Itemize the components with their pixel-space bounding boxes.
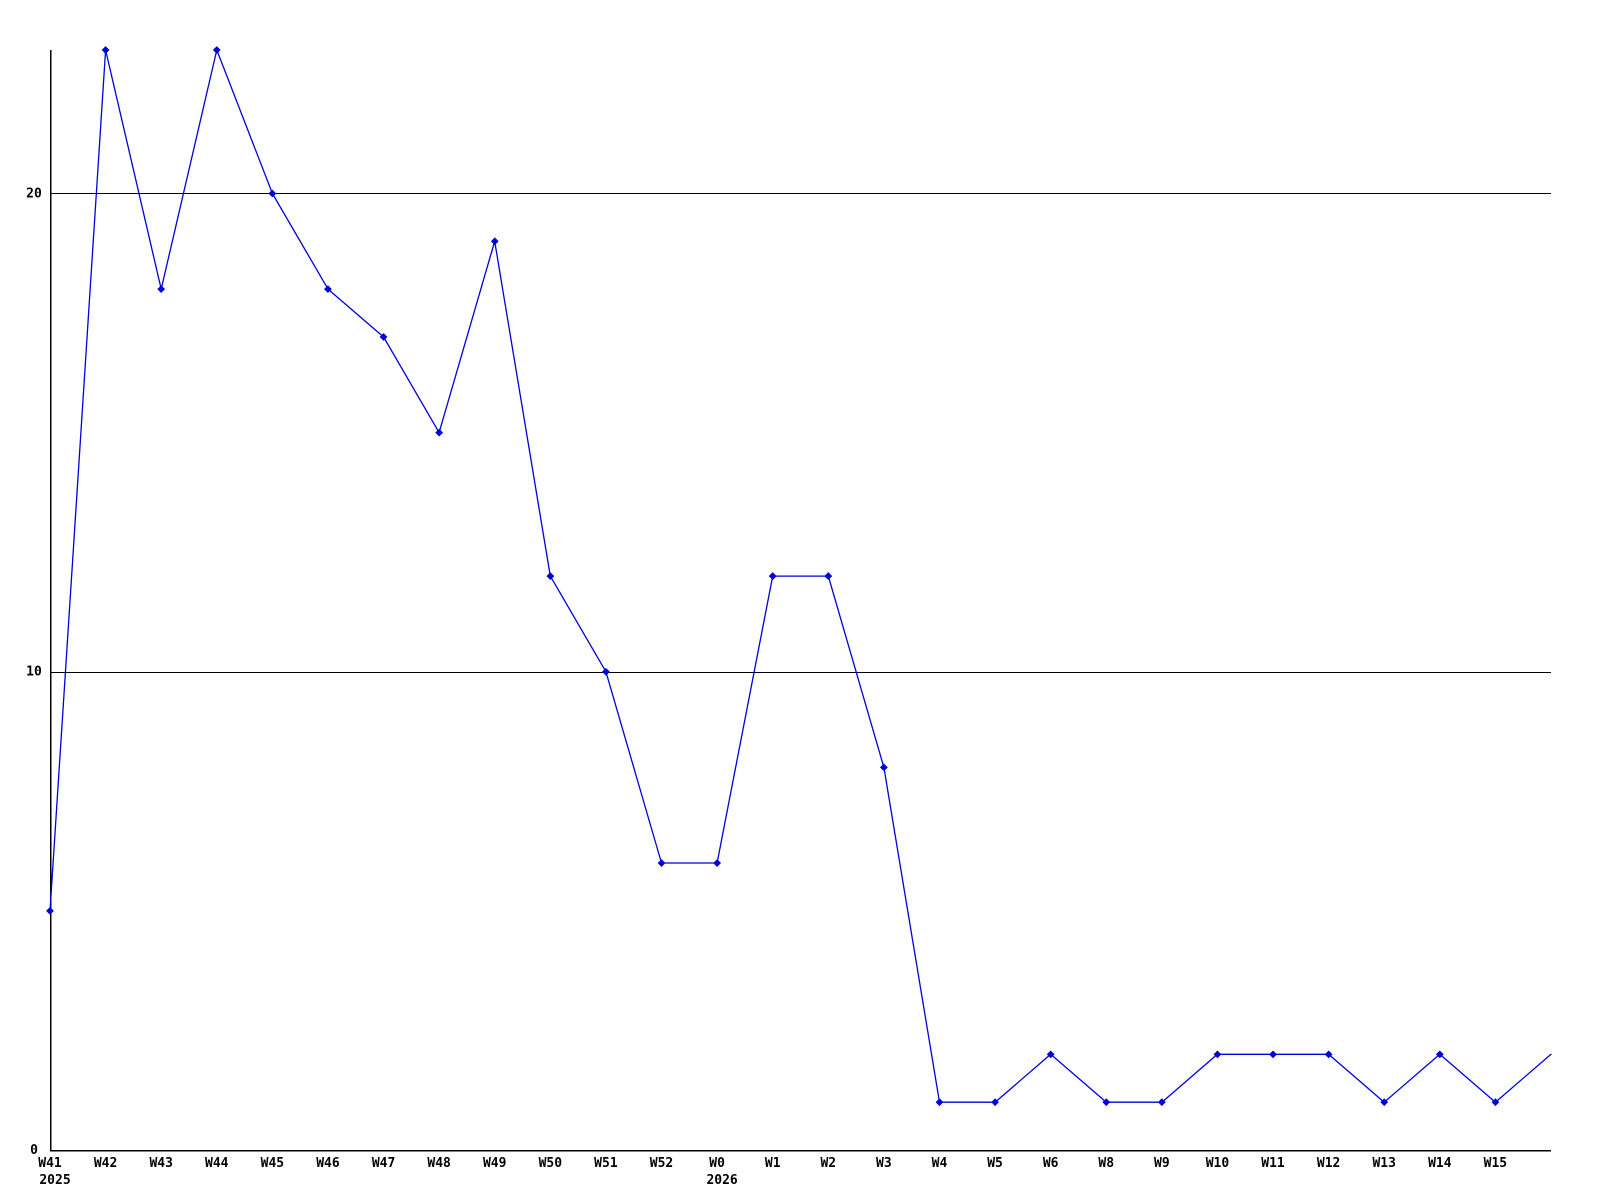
data-point-marker [379, 333, 388, 341]
data-point-marker [713, 859, 722, 867]
x-tick-label: W52 [650, 1156, 673, 1171]
x-tick-label: W43 [149, 1156, 172, 1171]
x-tick-label: W11 [1261, 1156, 1285, 1171]
data-point-marker [879, 763, 888, 772]
x-tick-label: W41 [38, 1156, 62, 1171]
x-tick-label: W12 [1317, 1156, 1340, 1171]
data-point-marker [991, 1098, 999, 1107]
data-point-marker [768, 572, 777, 580]
x-axis-year-label: 2026 [706, 1173, 737, 1188]
data-point-marker [435, 428, 444, 437]
data-point-marker [1269, 1050, 1277, 1059]
data-point-marker [46, 906, 54, 915]
data-point-marker [1324, 1050, 1333, 1059]
data-point-marker [268, 189, 277, 198]
x-tick-label: W2 [820, 1156, 836, 1171]
x-tick-label: W3 [876, 1156, 892, 1171]
x-tick-label: W49 [483, 1156, 506, 1171]
x-tick-label: W10 [1206, 1156, 1230, 1171]
data-point-marker [824, 572, 833, 580]
x-tick-label: W14 [1428, 1156, 1452, 1171]
data-point-marker [1380, 1098, 1389, 1107]
x-tick-label: W51 [594, 1156, 618, 1171]
x-tick-label: W1 [765, 1156, 781, 1171]
data-point-marker [212, 46, 221, 54]
data-point-marker [157, 285, 166, 294]
x-tick-label: W46 [316, 1156, 340, 1171]
data-point-marker [935, 1098, 944, 1107]
x-axis-year-label: 2025 [39, 1173, 70, 1188]
x-tick-label: W13 [1372, 1156, 1395, 1171]
x-tick-label: W9 [1154, 1156, 1170, 1171]
x-tick-label: W47 [372, 1156, 395, 1171]
data-point-marker [1157, 1098, 1166, 1107]
x-tick-label: W4 [932, 1156, 948, 1171]
y-tick-label: 0 [30, 1143, 38, 1158]
x-tick-label: W50 [539, 1156, 563, 1171]
x-tick-label: W8 [1098, 1156, 1114, 1171]
x-tick-label: W5 [987, 1156, 1003, 1171]
data-point-marker [1435, 1050, 1444, 1059]
data-point-marker [1213, 1050, 1222, 1059]
x-tick-label: W15 [1484, 1156, 1507, 1171]
series-line [49, 49, 1552, 1103]
data-point-marker [324, 285, 332, 294]
data-point-marker [1046, 1050, 1055, 1059]
x-tick-label: W44 [205, 1156, 229, 1171]
data-point-marker [602, 667, 610, 676]
data-point-marker [490, 237, 499, 246]
data-point-marker [101, 46, 110, 54]
x-tick-label: W42 [94, 1156, 117, 1171]
data-point-marker [546, 572, 555, 580]
x-tick-label: W0 [709, 1156, 725, 1171]
x-tick-label: W6 [1043, 1156, 1059, 1171]
x-tick-label: W45 [261, 1156, 284, 1171]
x-tick-label: W48 [427, 1156, 451, 1171]
data-point-marker [1491, 1098, 1500, 1107]
data-point-marker [657, 859, 666, 867]
y-tick-label: 10 [26, 665, 42, 680]
y-tick-label: 20 [26, 186, 42, 201]
data-point-marker [1102, 1098, 1111, 1107]
